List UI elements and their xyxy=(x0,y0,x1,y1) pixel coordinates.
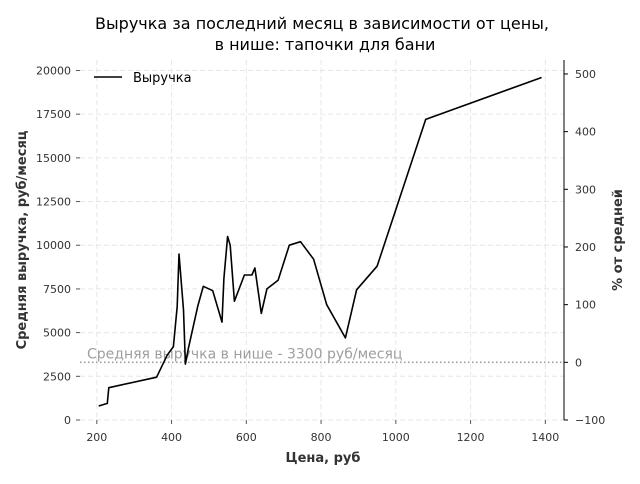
series-group xyxy=(98,76,542,407)
x-tick-label: 200 xyxy=(86,431,107,444)
legend-label: Выручка xyxy=(133,71,192,86)
x-tick-label: 400 xyxy=(161,431,182,444)
y-tick-label: 2500 xyxy=(43,370,71,383)
chart-title-line-2: в нише: тапочки для бани xyxy=(215,35,436,54)
y-axis-title: Средняя выручка, руб/месяц xyxy=(15,130,30,349)
y-right-tick-label: 100 xyxy=(575,299,596,312)
y-tick-label: 17500 xyxy=(36,108,71,121)
x-tick-label: 1000 xyxy=(382,431,410,444)
series-line-revenue xyxy=(98,76,542,407)
x-tick-label: 600 xyxy=(236,431,257,444)
chart-title-line-1: Выручка за последний месяц в зависимости… xyxy=(95,14,549,33)
x-tick-label: 800 xyxy=(311,431,332,444)
x-tick-label: 1400 xyxy=(531,431,559,444)
y-tick-label: 20000 xyxy=(36,64,71,77)
y-tick-label: 12500 xyxy=(36,196,71,209)
y-right-tick-label: −100 xyxy=(575,414,605,427)
y-right-tick-label: 300 xyxy=(575,183,596,196)
y-right-tick-label: 400 xyxy=(575,126,596,139)
y-tick-label: 10000 xyxy=(36,239,71,252)
legend: Выручка xyxy=(94,71,192,86)
y-tick-label: 7500 xyxy=(43,283,71,296)
y-tick-label: 5000 xyxy=(43,327,71,340)
x-axis-title: Цена, руб xyxy=(286,451,361,466)
y-right-tick-label: 500 xyxy=(575,68,596,81)
mean-annotation: Средняя выручка в нише - 3300 руб/месяц xyxy=(80,346,564,364)
y-right-tick-label: 200 xyxy=(575,241,596,254)
y-tick-label: 0 xyxy=(64,414,71,427)
y-right-tick-label: 0 xyxy=(575,356,582,369)
x-tick-label: 1200 xyxy=(457,431,485,444)
mean-label: Средняя выручка в нише - 3300 руб/месяц xyxy=(87,346,402,362)
tick-marks: 200 400 600 800 1000 1200 14000250050007500100… xyxy=(36,64,605,444)
grid-lines xyxy=(80,60,564,421)
y-tick-label: 15000 xyxy=(36,152,71,165)
y-axis-right-title: % от средней xyxy=(611,189,626,291)
